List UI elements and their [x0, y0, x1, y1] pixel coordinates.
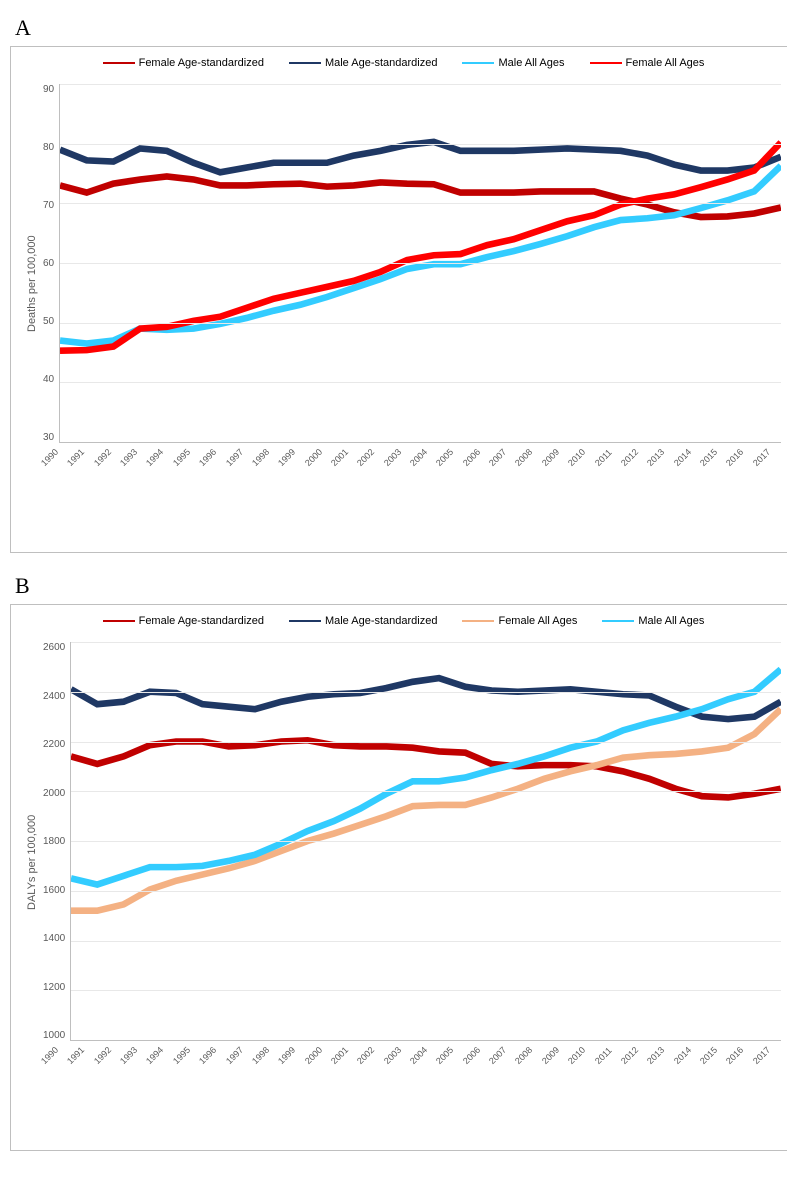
ytick: 1200 — [43, 982, 65, 993]
legend-item: Male All Ages — [602, 615, 704, 627]
legend-swatch — [462, 62, 494, 65]
gridline — [71, 742, 781, 743]
legend-swatch — [103, 62, 135, 65]
legend-swatch — [103, 620, 135, 623]
gridline — [71, 891, 781, 892]
panel-a-label: A — [15, 15, 787, 41]
legend-swatch — [289, 620, 321, 623]
ytick: 1400 — [43, 933, 65, 944]
gridline — [60, 144, 781, 145]
chart-b-yaxis: 2600 2400 2200 2000 1800 1600 1400 1200 1000 — [43, 642, 70, 1041]
series-line — [71, 740, 781, 797]
chart-a-ylabel: Deaths per 100,000 — [26, 84, 38, 484]
legend-item: Male Age-standardized — [289, 615, 438, 627]
series-line — [60, 142, 781, 172]
ytick: 70 — [43, 200, 54, 211]
gridline — [60, 84, 781, 85]
legend-item: Female Age-standardized — [103, 615, 264, 627]
legend-item: Male All Ages — [462, 57, 564, 69]
ytick: 80 — [43, 142, 54, 153]
gridline — [71, 642, 781, 643]
legend-label: Female Age-standardized — [139, 615, 264, 627]
ytick: 1800 — [43, 836, 65, 847]
gridline — [60, 203, 781, 204]
legend-label: Male All Ages — [638, 615, 704, 627]
legend-swatch — [590, 62, 622, 65]
xtick: 2017 — [751, 442, 787, 485]
legend-label: Male Age-standardized — [325, 57, 438, 69]
ytick: 30 — [43, 432, 54, 443]
gridline — [71, 941, 781, 942]
ytick: 2600 — [43, 642, 65, 653]
chart-b-ylabel: DALYs per 100,000 — [26, 642, 38, 1082]
gridline — [60, 323, 781, 324]
gridline — [71, 990, 781, 991]
ytick: 2200 — [43, 739, 65, 750]
gridline — [71, 791, 781, 792]
legend-swatch — [602, 620, 634, 623]
chart-b-plot — [70, 642, 781, 1041]
gridline — [71, 692, 781, 693]
legend-swatch — [462, 620, 494, 623]
legend-label: Male Age-standardized — [325, 615, 438, 627]
legend-label: Female All Ages — [626, 57, 705, 69]
series-line — [71, 669, 781, 884]
legend-item: Female Age-standardized — [103, 57, 264, 69]
chart-a-yaxis: 90 80 70 60 50 40 30 — [43, 84, 59, 443]
series-line — [71, 678, 781, 719]
ytick: 1600 — [43, 885, 65, 896]
ytick: 90 — [43, 84, 54, 95]
gridline — [60, 263, 781, 264]
panel-b-label: B — [15, 573, 787, 599]
chart-a-plot — [59, 84, 781, 443]
ytick: 60 — [43, 258, 54, 269]
legend-label: Male All Ages — [498, 57, 564, 69]
chart-a-xaxis: 1990199119921993199419951996199719981999… — [43, 449, 781, 484]
chart-b-xaxis: 1990199119921993199419951996199719981999… — [43, 1047, 781, 1082]
legend-label: Female Age-standardized — [139, 57, 264, 69]
legend-swatch — [289, 62, 321, 65]
legend-item: Female All Ages — [590, 57, 705, 69]
legend-label: Female All Ages — [498, 615, 577, 627]
chart-b-legend: Female Age-standardized Male Age-standar… — [26, 615, 781, 627]
xtick: 2017 — [751, 1040, 787, 1083]
ytick: 1000 — [43, 1030, 65, 1041]
ytick: 40 — [43, 374, 54, 385]
chart-b: Female Age-standardized Male Age-standar… — [10, 604, 787, 1151]
legend-item: Female All Ages — [462, 615, 577, 627]
ytick: 2000 — [43, 788, 65, 799]
legend-item: Male Age-standardized — [289, 57, 438, 69]
chart-a: Female Age-standardized Male Age-standar… — [10, 46, 787, 553]
ytick: 50 — [43, 316, 54, 327]
chart-a-legend: Female Age-standardized Male Age-standar… — [26, 57, 781, 69]
ytick: 2400 — [43, 691, 65, 702]
gridline — [60, 382, 781, 383]
gridline — [71, 841, 781, 842]
